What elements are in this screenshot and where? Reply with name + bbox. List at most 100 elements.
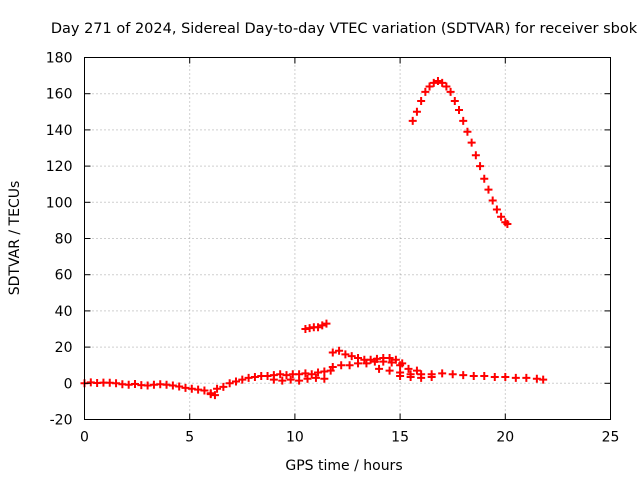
data-point (412, 107, 421, 116)
data-point (408, 116, 417, 125)
data-point (370, 357, 379, 366)
data-point (469, 372, 478, 381)
data-point (307, 370, 316, 379)
data-point (269, 375, 278, 384)
series-baseline-early (80, 378, 219, 400)
data-point (219, 382, 228, 391)
data-point (455, 105, 464, 114)
data-point (238, 375, 247, 384)
data-point (429, 78, 438, 87)
x-tick-label: 20 (496, 430, 514, 446)
data-point (396, 361, 405, 370)
y-tick-labels: -20 0 20 40 60 80 100 120 140 160 180 (46, 51, 73, 429)
data-point (213, 384, 222, 393)
data-point (387, 358, 396, 367)
data-point (484, 185, 493, 194)
data-point (130, 380, 139, 389)
y-tick-label: 20 (55, 340, 73, 356)
data-point (175, 382, 184, 391)
data-point (406, 372, 415, 381)
data-point (391, 355, 400, 364)
data-point (476, 162, 485, 171)
series-afternoon-lower (396, 372, 436, 382)
axis-ticks (84, 57, 611, 420)
data-point (539, 375, 548, 384)
data-point (497, 212, 506, 221)
data-point (446, 87, 455, 96)
data-point (303, 374, 312, 383)
data-point (320, 374, 329, 383)
data-point (335, 346, 344, 355)
data-point (286, 375, 295, 384)
data-point (295, 376, 304, 385)
data-point (442, 82, 451, 91)
data-point (471, 151, 480, 160)
data-point (328, 348, 337, 357)
data-point (314, 323, 323, 332)
x-tick-label: 5 (185, 430, 194, 446)
x-tick-labels: 0 5 10 15 20 25 (80, 430, 619, 446)
data-point (438, 78, 447, 87)
data-point (412, 366, 421, 375)
data-point (354, 359, 363, 368)
y-tick-label: -20 (50, 413, 73, 429)
data-point (421, 87, 430, 96)
data-point (200, 386, 209, 395)
data-point (438, 369, 447, 378)
data-point (488, 196, 497, 205)
data-point (375, 364, 384, 373)
data-point (501, 372, 510, 381)
data-point (433, 77, 442, 86)
data-point (345, 361, 354, 370)
data-point (425, 82, 434, 91)
y-tick-label: 160 (46, 87, 73, 103)
data-point (278, 376, 287, 385)
data-point (492, 205, 501, 214)
data-point (480, 174, 489, 183)
y-tick-label: 80 (55, 232, 73, 248)
series-morning-lower (269, 373, 329, 385)
chart-title: Day 271 of 2024, Sidereal Day-to-day VTE… (51, 21, 638, 37)
data-point (522, 373, 531, 382)
data-point (459, 116, 468, 125)
data-point (231, 377, 240, 386)
data-point (347, 352, 356, 361)
data-point (480, 372, 489, 381)
y-tick-label: 60 (55, 268, 73, 284)
x-tick-label: 0 (80, 430, 89, 446)
data-point (328, 363, 337, 372)
data-point (417, 96, 426, 105)
y-tick-label: 100 (46, 195, 73, 211)
data-point (225, 379, 234, 388)
data-point (404, 364, 413, 373)
series-morning-rise (206, 366, 335, 399)
data-point (448, 370, 457, 379)
data-point (490, 372, 499, 381)
data-point (385, 366, 394, 375)
x-tick-label: 15 (391, 430, 409, 446)
data-point (463, 127, 472, 136)
y-tick-label: 120 (46, 159, 73, 175)
y-tick-label: 140 (46, 123, 73, 139)
y-tick-label: 40 (55, 304, 73, 320)
series-midday-main (328, 357, 421, 375)
data-point (362, 359, 371, 368)
data-point (322, 319, 331, 328)
data-point (318, 321, 327, 330)
data-point (511, 373, 520, 382)
data-point (206, 390, 215, 399)
data-point (341, 350, 350, 359)
x-tick-label: 10 (286, 430, 304, 446)
data-point (450, 96, 459, 105)
series-high-arc (408, 77, 512, 229)
data-point (396, 372, 405, 381)
x-axis-label: GPS time / hours (285, 458, 402, 474)
data-point (385, 353, 394, 362)
y-axis-label: SDTVAR / TECUs (7, 181, 23, 296)
data-point (417, 373, 426, 382)
grid-lines (84, 57, 611, 420)
data-point (503, 220, 512, 229)
data-point (311, 373, 320, 382)
data-point (168, 381, 177, 390)
